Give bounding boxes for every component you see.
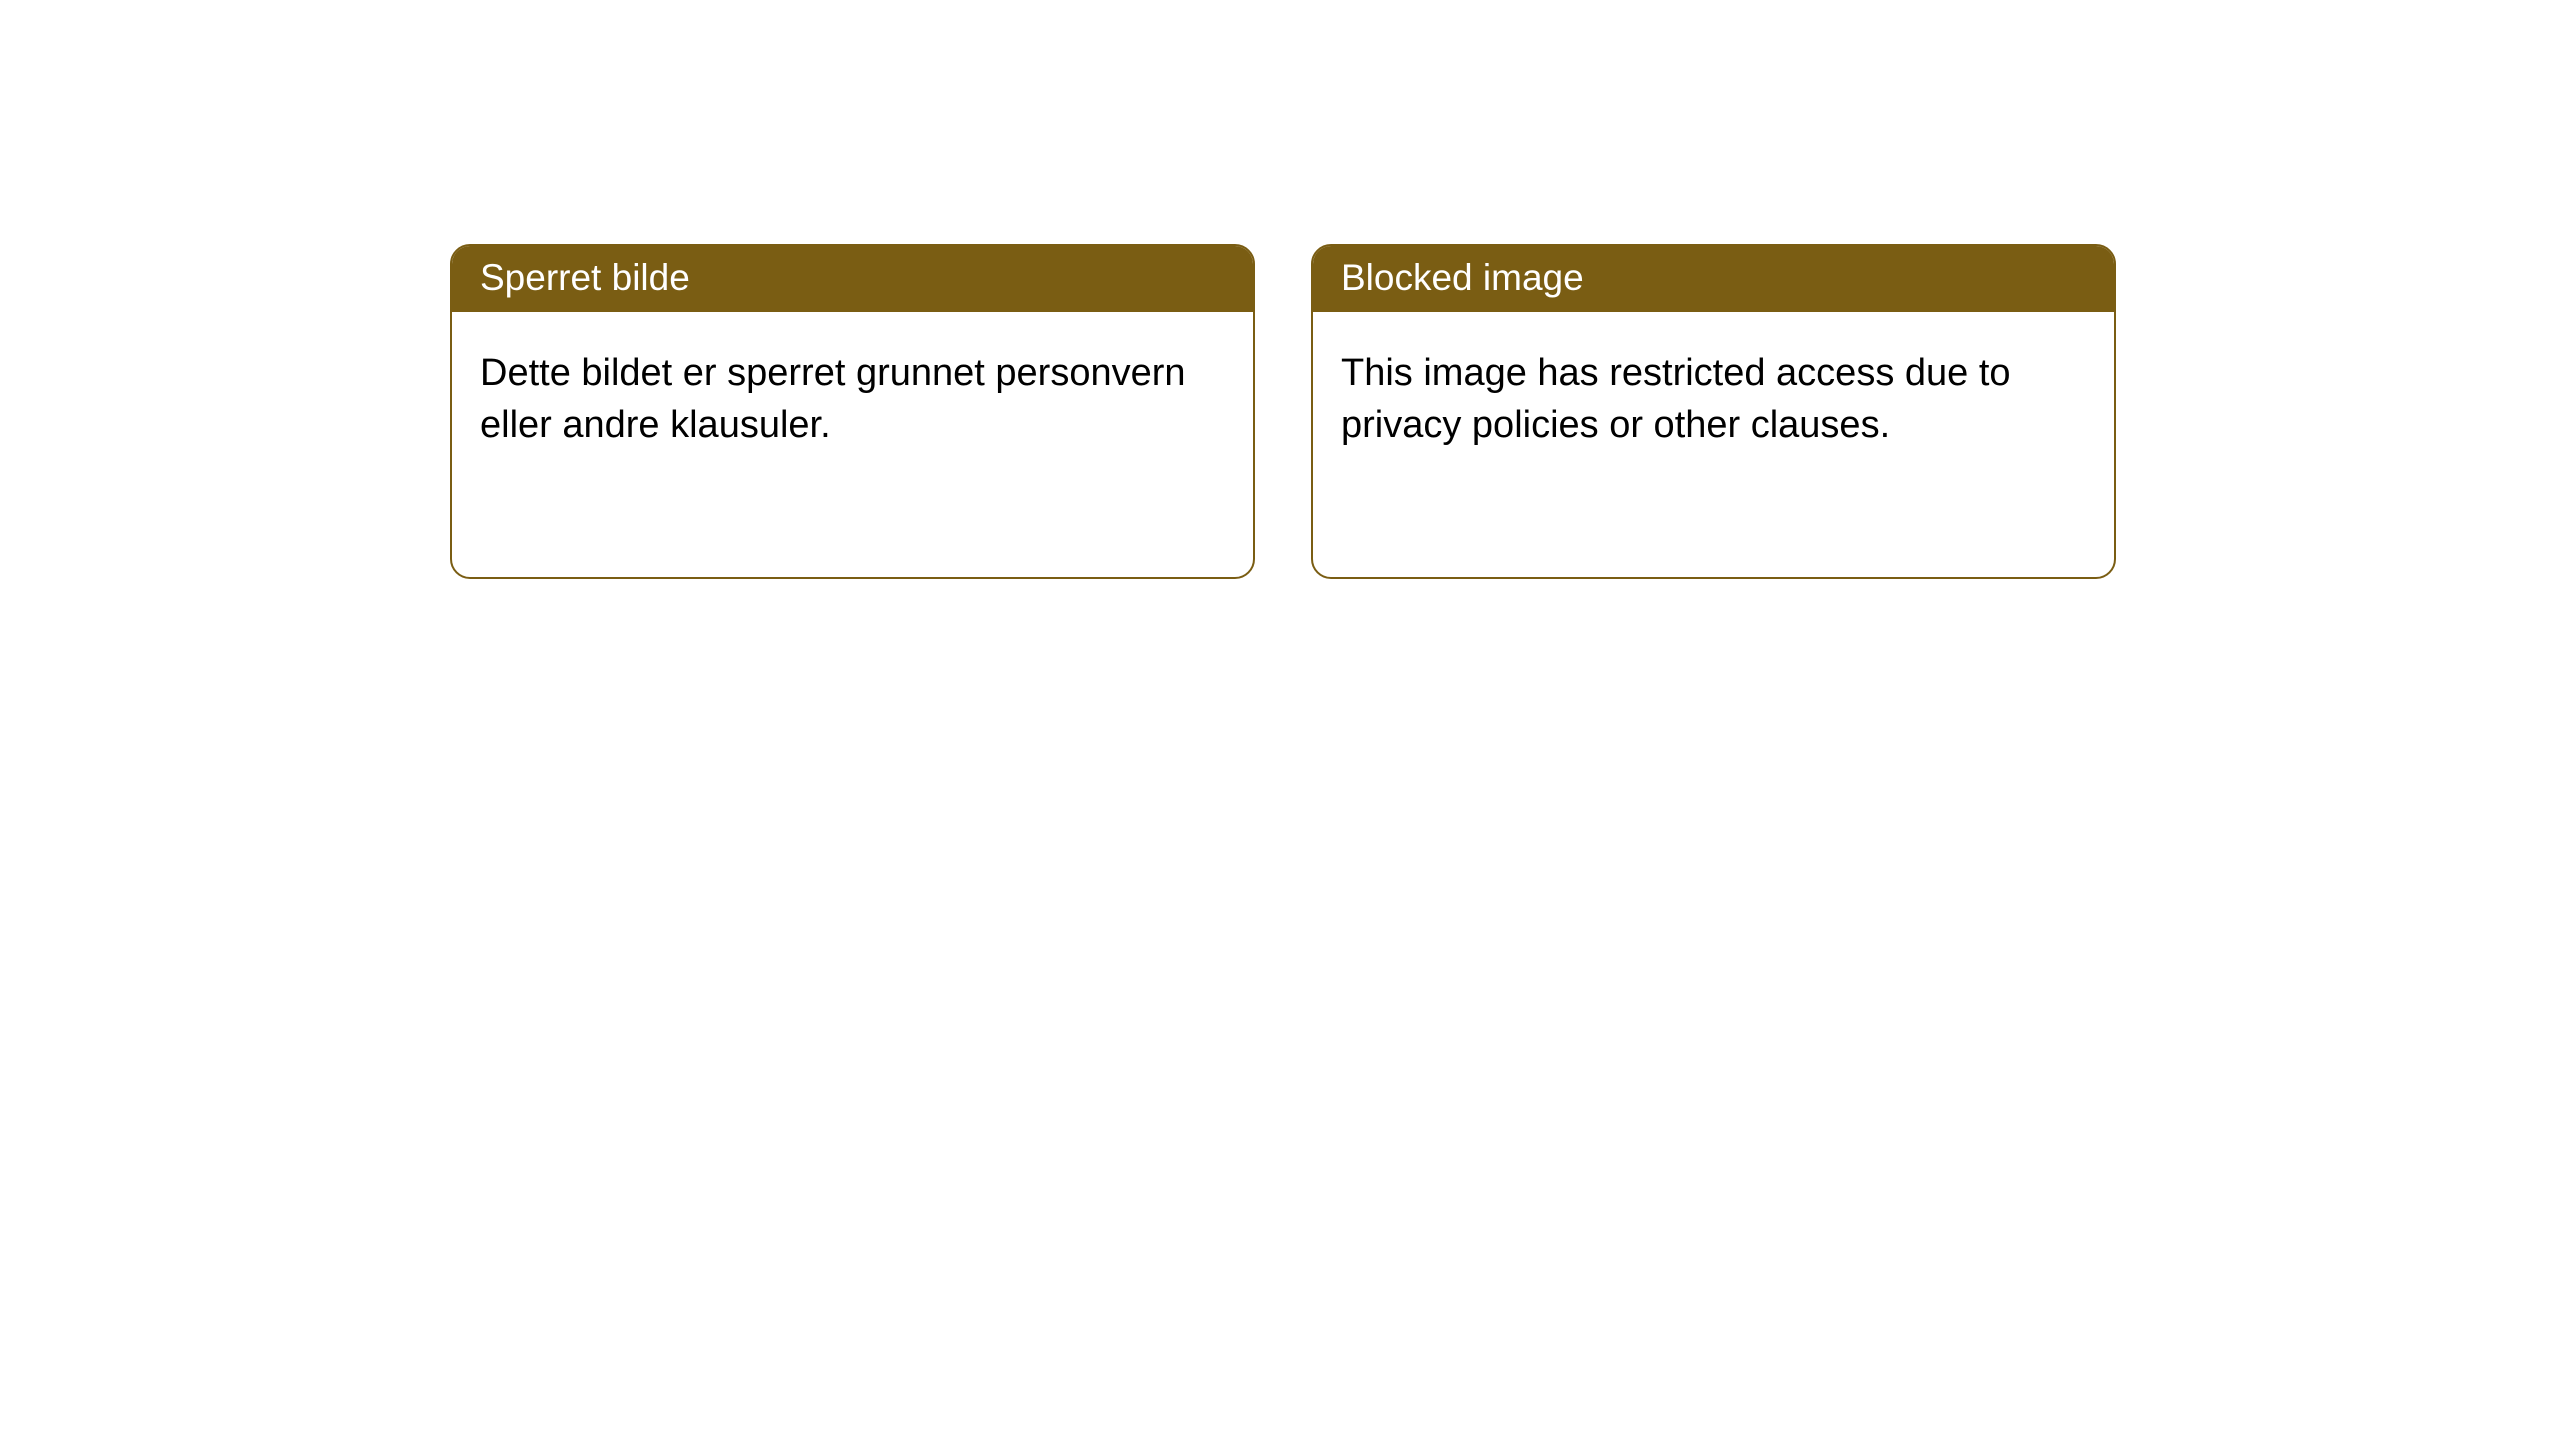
- notice-title-norwegian: Sperret bilde: [452, 246, 1253, 312]
- notice-box-norwegian: Sperret bilde Dette bildet er sperret gr…: [450, 244, 1255, 579]
- notice-title-english: Blocked image: [1313, 246, 2114, 312]
- notice-container: Sperret bilde Dette bildet er sperret gr…: [0, 0, 2560, 579]
- notice-body-english: This image has restricted access due to …: [1313, 312, 2114, 479]
- notice-body-norwegian: Dette bildet er sperret grunnet personve…: [452, 312, 1253, 479]
- notice-box-english: Blocked image This image has restricted …: [1311, 244, 2116, 579]
